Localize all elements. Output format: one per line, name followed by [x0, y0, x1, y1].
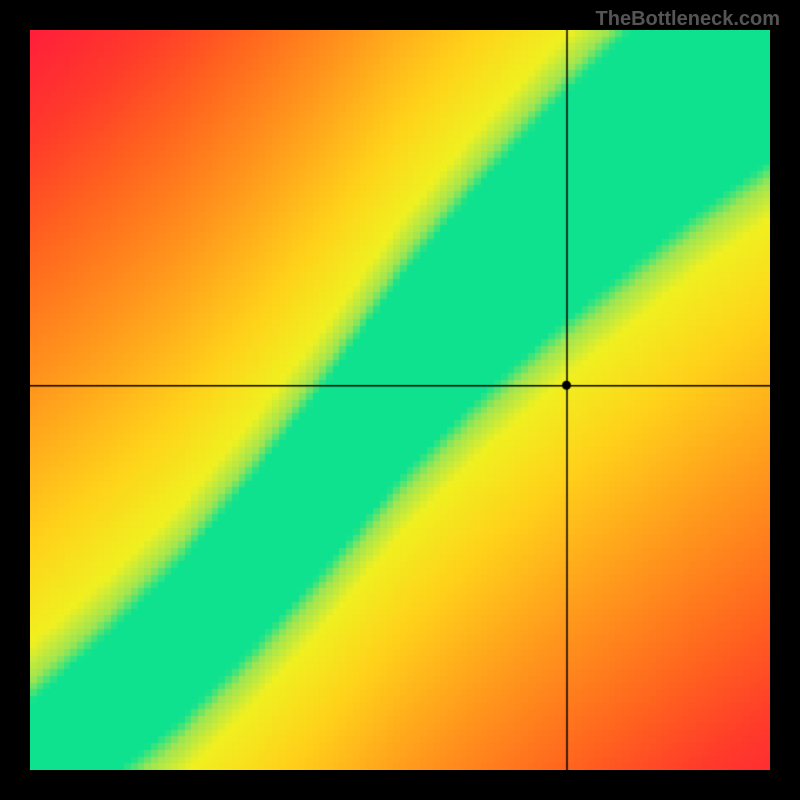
chart-container: TheBottleneck.com — [0, 0, 800, 800]
watermark-text: TheBottleneck.com — [596, 8, 780, 31]
bottleneck-heatmap — [30, 30, 770, 770]
